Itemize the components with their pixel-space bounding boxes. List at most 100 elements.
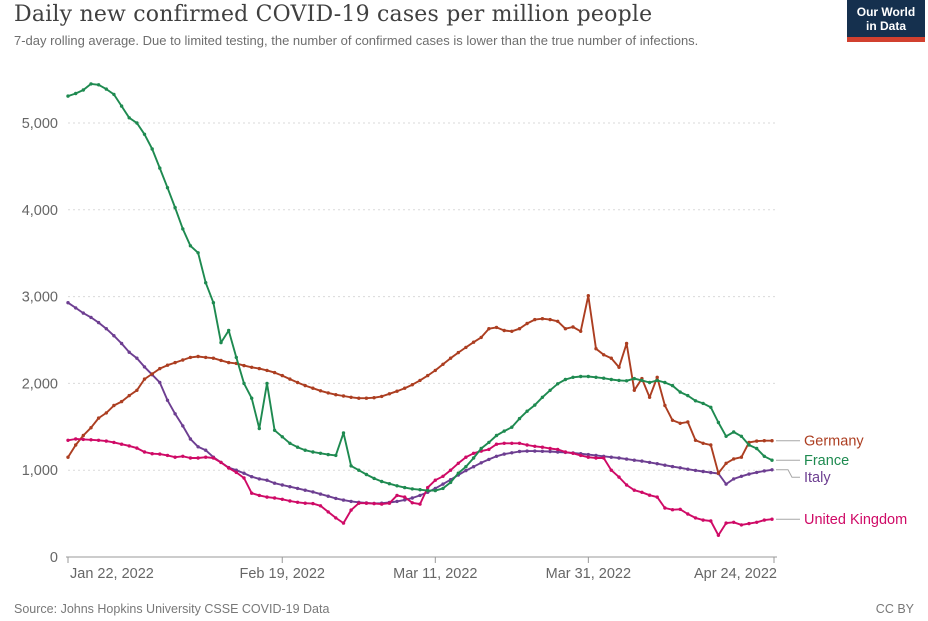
series-point-germany <box>464 345 468 350</box>
series-point-italy <box>540 449 545 453</box>
series-point-united-kingdom <box>150 452 154 456</box>
owid-logo-line1: Our World <box>856 5 916 19</box>
series-point-italy <box>709 470 713 475</box>
series-point-united-kingdom <box>341 521 346 525</box>
series-point-germany <box>487 327 491 331</box>
series-point-france <box>89 82 93 86</box>
license-link[interactable]: CC BY <box>875 602 914 616</box>
series-point-italy <box>196 445 200 449</box>
series-point-italy <box>265 478 269 482</box>
series-point-united-kingdom <box>533 444 537 448</box>
series-point-united-kingdom <box>334 516 338 520</box>
series-point-germany <box>303 383 307 388</box>
series-point-germany <box>211 356 216 360</box>
series-point-italy <box>647 460 652 465</box>
series-point-united-kingdom <box>686 512 690 516</box>
series-point-france <box>250 396 254 400</box>
series-point-united-kingdom <box>563 450 568 454</box>
series-point-germany <box>525 321 529 326</box>
source-text: Johns Hopkins University CSSE COVID-19 D… <box>60 602 330 616</box>
series-point-united-kingdom <box>693 516 698 520</box>
series-point-france <box>288 441 292 445</box>
series-point-italy <box>288 485 292 489</box>
series-point-united-kingdom <box>716 533 721 537</box>
x-axis-label: Apr 24, 2022 <box>694 566 777 582</box>
series-point-germany <box>250 365 254 369</box>
series-point-united-kingdom <box>663 506 667 510</box>
series-point-united-kingdom <box>471 451 476 455</box>
series-point-united-kingdom <box>204 455 208 459</box>
series-point-france <box>502 429 506 433</box>
series-point-france <box>602 376 606 380</box>
series-point-france <box>670 383 675 388</box>
series-point-italy <box>517 449 522 454</box>
legend-label-germany[interactable]: Germany <box>804 434 864 450</box>
series-point-france <box>586 374 590 379</box>
series-point-united-kingdom <box>762 518 766 522</box>
series-point-italy <box>96 320 101 325</box>
series-line-united-kingdom[interactable] <box>67 438 773 537</box>
series-point-france <box>533 403 537 407</box>
series-point-germany <box>372 396 376 400</box>
series-point-germany <box>433 368 437 373</box>
series-point-france <box>104 87 109 91</box>
series-point-united-kingdom <box>326 510 330 514</box>
series-point-italy <box>403 498 407 502</box>
legend-leader-italy <box>776 469 800 478</box>
series-point-germany <box>563 327 568 331</box>
legend-label-united-kingdom[interactable]: United Kingdom <box>804 512 907 528</box>
series-point-italy <box>556 450 560 454</box>
series-point-italy <box>326 494 330 498</box>
series-line-italy[interactable] <box>67 301 773 505</box>
series-point-germany <box>295 380 300 385</box>
series-point-germany <box>66 455 70 459</box>
series-point-germany <box>502 328 506 333</box>
series-point-france <box>517 416 522 421</box>
series-point-france <box>311 450 315 454</box>
series-point-france <box>548 388 552 392</box>
owid-logo[interactable]: Our World in Data <box>847 0 925 42</box>
series-line-germany[interactable] <box>67 294 772 475</box>
legend-label-italy[interactable]: Italy <box>804 470 831 486</box>
series-point-france <box>640 378 644 383</box>
series-point-france <box>441 486 445 491</box>
series-point-france <box>686 393 690 398</box>
series-point-italy <box>617 456 621 460</box>
series-point-united-kingdom <box>311 501 315 506</box>
series-point-france <box>349 464 353 468</box>
x-axis-label: Mar 31, 2022 <box>546 566 631 582</box>
series-point-germany <box>135 388 139 392</box>
series-point-united-kingdom <box>709 519 713 523</box>
series-point-france <box>380 479 384 484</box>
series-point-united-kingdom <box>349 508 353 512</box>
series-point-germany <box>762 439 766 443</box>
series-point-france <box>632 376 636 381</box>
series-point-germany <box>81 433 86 438</box>
series-point-germany <box>74 443 78 447</box>
series-point-germany <box>624 341 629 346</box>
series-point-germany <box>265 368 269 373</box>
x-axis-label: Feb 19, 2022 <box>240 566 325 582</box>
series-point-united-kingdom <box>89 438 93 442</box>
series-point-germany <box>219 358 223 363</box>
series-point-germany <box>663 403 667 408</box>
series-point-italy <box>678 466 682 470</box>
series-point-united-kingdom <box>303 501 307 505</box>
series-point-france <box>571 375 575 379</box>
series-line-france[interactable] <box>67 82 773 492</box>
series-point-italy <box>502 452 506 456</box>
series-point-italy <box>747 472 751 476</box>
series-point-united-kingdom <box>257 493 261 498</box>
series-point-united-kingdom <box>318 504 323 508</box>
series-point-france <box>257 426 261 431</box>
legend-label-france[interactable]: France <box>804 453 849 469</box>
series-point-france <box>456 471 460 475</box>
series-point-italy <box>464 468 468 473</box>
series-point-united-kingdom <box>372 501 376 506</box>
series-point-france <box>701 401 705 406</box>
series-point-united-kingdom <box>770 517 774 521</box>
series-point-united-kingdom <box>219 460 223 465</box>
series-point-france <box>119 104 124 108</box>
series-point-germany <box>755 439 759 443</box>
series-point-germany <box>127 393 131 398</box>
